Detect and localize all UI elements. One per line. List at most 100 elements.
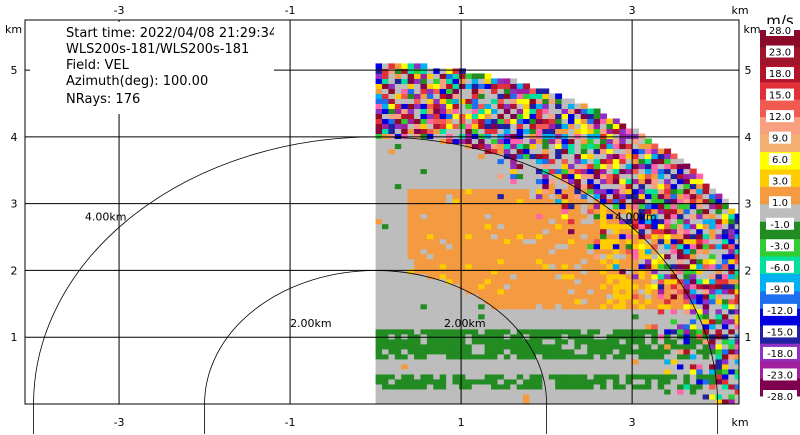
data-cell	[439, 198, 447, 205]
data-cell	[574, 348, 582, 355]
data-cell	[458, 78, 466, 84]
data-cell	[420, 308, 428, 315]
data-cell	[535, 358, 543, 365]
data-cell	[433, 243, 441, 250]
colorbar-label: 9.0	[772, 134, 788, 145]
data-cell	[478, 303, 486, 310]
data-cell	[394, 73, 402, 79]
km-unit-left: km	[5, 23, 22, 36]
data-cell	[644, 323, 652, 330]
data-cell	[510, 123, 518, 130]
data-cell	[657, 233, 665, 240]
data-cell	[523, 273, 530, 280]
data-cell	[529, 203, 537, 210]
data-cell	[375, 78, 383, 84]
data-cell	[529, 113, 537, 120]
data-cell	[664, 333, 672, 340]
data-cell	[580, 363, 588, 370]
data-cell	[407, 138, 415, 145]
data-cell	[433, 308, 441, 315]
data-cell	[625, 263, 633, 270]
data-cell	[593, 283, 601, 290]
data-cell	[446, 233, 454, 240]
data-cell	[632, 298, 640, 305]
data-cell	[465, 233, 473, 240]
data-cell	[664, 313, 672, 320]
data-cell	[715, 373, 723, 380]
data-cell	[677, 323, 684, 330]
data-cell	[593, 288, 601, 295]
data-cell	[561, 348, 569, 355]
data-cell	[420, 108, 428, 114]
data-cell	[452, 318, 460, 325]
data-cell	[657, 313, 665, 320]
data-cell	[375, 278, 383, 285]
data-cell	[574, 188, 582, 195]
data-cell	[401, 208, 409, 215]
data-cell	[638, 223, 646, 230]
data-cell	[394, 323, 402, 330]
data-cell	[401, 93, 409, 99]
data-cell	[638, 263, 646, 270]
data-cell	[484, 213, 492, 220]
data-cell	[503, 238, 511, 245]
data-cell	[510, 378, 518, 385]
data-cell	[407, 163, 415, 170]
data-cell	[414, 248, 421, 255]
data-cell	[510, 363, 518, 370]
data-cell	[689, 288, 697, 295]
data-cell	[465, 123, 473, 130]
data-cell	[394, 263, 402, 270]
data-cell	[689, 208, 697, 215]
data-cell	[471, 213, 479, 220]
data-cell	[394, 203, 402, 210]
data-cell	[401, 198, 409, 205]
data-cell	[414, 353, 421, 360]
data-cell	[606, 308, 614, 315]
data-cell	[535, 143, 543, 150]
data-cell	[754, 299, 761, 305]
data-cell	[580, 343, 588, 350]
data-cell	[625, 208, 633, 215]
data-cell	[484, 113, 492, 120]
data-cell	[510, 168, 518, 175]
data-cell	[606, 293, 614, 300]
data-cell	[612, 273, 620, 280]
data-cell	[388, 343, 396, 350]
data-cell	[446, 213, 454, 220]
data-cell	[401, 373, 409, 380]
data-cell	[619, 283, 627, 290]
data-cell	[523, 283, 530, 290]
data-cell	[600, 333, 607, 340]
data-cell	[709, 378, 716, 385]
data-cell	[426, 73, 434, 79]
data-cell	[471, 78, 479, 84]
data-cell	[644, 278, 652, 285]
data-cell	[375, 398, 383, 404]
data-cell	[503, 193, 511, 200]
data-cell	[625, 153, 633, 160]
data-cell	[677, 288, 684, 295]
data-cell	[548, 238, 556, 245]
data-cell	[407, 168, 415, 175]
data-cell	[670, 338, 678, 345]
data-cell	[439, 298, 447, 305]
data-cell	[484, 393, 492, 400]
data-cell	[446, 353, 454, 360]
data-cell	[433, 333, 441, 340]
data-cell	[696, 288, 704, 295]
data-cell	[478, 188, 486, 195]
data-cell	[516, 83, 524, 89]
data-cell	[471, 378, 479, 385]
data-cell	[388, 213, 396, 220]
data-cell	[600, 183, 607, 190]
data-cell	[702, 233, 710, 240]
data-cell	[689, 223, 697, 230]
data-cell	[503, 263, 511, 270]
data-cell	[503, 288, 511, 295]
data-cell	[709, 338, 716, 345]
data-cell	[689, 173, 697, 180]
data-cell	[567, 143, 575, 150]
data-cell	[535, 243, 543, 250]
data-cell	[600, 128, 607, 135]
